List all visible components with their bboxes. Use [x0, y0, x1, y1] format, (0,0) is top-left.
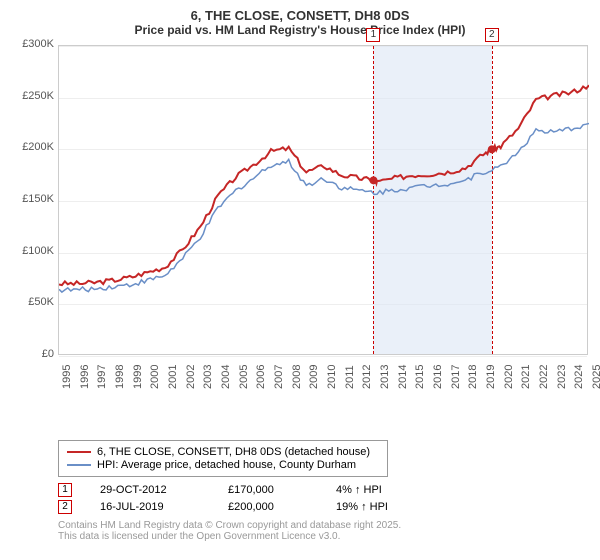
- x-axis-label: 2022: [538, 365, 549, 389]
- sale-point: [488, 145, 496, 153]
- price-value: £170,000: [228, 484, 308, 496]
- legend-label: 6, THE CLOSE, CONSETT, DH8 0DS (detached…: [97, 446, 370, 458]
- x-axis-label: 1999: [132, 365, 143, 389]
- x-axis-label: 2020: [503, 365, 514, 389]
- x-axis-label: 1996: [79, 365, 90, 389]
- marker-box: 2: [485, 28, 499, 42]
- x-axis-label: 2006: [255, 365, 266, 389]
- price-marker: 2: [58, 500, 72, 514]
- x-axis-label: 2023: [556, 365, 567, 389]
- x-axis-label: 2001: [167, 365, 178, 389]
- y-axis-label: £200K: [12, 141, 54, 153]
- x-axis-label: 2016: [432, 365, 443, 389]
- price-date: 29-OCT-2012: [100, 484, 200, 496]
- x-axis-label: 2024: [573, 365, 584, 389]
- gridline: [59, 356, 587, 357]
- x-axis-label: 2014: [397, 365, 408, 389]
- x-axis-label: 2012: [361, 365, 372, 389]
- y-axis-label: £0: [12, 348, 54, 360]
- price-row: 2 16-JUL-2019 £200,000 19% ↑ HPI: [58, 500, 588, 514]
- x-axis-label: 1997: [96, 365, 107, 389]
- marker-box: 1: [366, 28, 380, 42]
- chart-subtitle: Price paid vs. HM Land Registry's House …: [12, 23, 588, 37]
- x-axis-label: 2018: [467, 365, 478, 389]
- price-value: £200,000: [228, 501, 308, 513]
- x-axis-label: 1998: [114, 365, 125, 389]
- x-axis-label: 2000: [149, 365, 160, 389]
- attribution-line1: Contains HM Land Registry data © Crown c…: [58, 520, 588, 531]
- x-axis-label: 2011: [344, 365, 355, 389]
- legend-swatch: [67, 451, 91, 453]
- price-marker: 1: [58, 483, 72, 497]
- y-axis-label: £100K: [12, 245, 54, 257]
- legend-item: HPI: Average price, detached house, Coun…: [67, 459, 379, 471]
- legend-item: 6, THE CLOSE, CONSETT, DH8 0DS (detached…: [67, 446, 379, 458]
- line-chart-svg: [59, 46, 589, 356]
- y-axis-label: £150K: [12, 193, 54, 205]
- x-axis-label: 2017: [450, 365, 461, 389]
- x-axis-label: 2007: [273, 365, 284, 389]
- sale-point: [369, 176, 377, 184]
- x-axis-label: 2009: [308, 365, 319, 389]
- price-hpi-diff: 4% ↑ HPI: [336, 484, 382, 496]
- chart-area: 12 £0£50K£100K£150K£200K£250K£300K 19951…: [12, 45, 588, 395]
- x-axis-label: 2019: [485, 365, 496, 389]
- legend: 6, THE CLOSE, CONSETT, DH8 0DS (detached…: [58, 440, 388, 477]
- attribution: Contains HM Land Registry data © Crown c…: [58, 520, 588, 542]
- series-property: [59, 85, 589, 285]
- x-axis-label: 2004: [220, 365, 231, 389]
- x-axis-label: 2002: [185, 365, 196, 389]
- chart-title: 6, THE CLOSE, CONSETT, DH8 0DS: [12, 8, 588, 23]
- x-axis-label: 2008: [291, 365, 302, 389]
- x-axis-label: 2003: [202, 365, 213, 389]
- y-axis-label: £250K: [12, 90, 54, 102]
- price-row: 1 29-OCT-2012 £170,000 4% ↑ HPI: [58, 483, 588, 497]
- y-axis-label: £300K: [12, 38, 54, 50]
- y-axis-label: £50K: [12, 296, 54, 308]
- x-axis-label: 2010: [326, 365, 337, 389]
- x-axis-label: 2015: [414, 365, 425, 389]
- x-axis-label: 2025: [591, 365, 600, 389]
- price-date: 16-JUL-2019: [100, 501, 200, 513]
- x-axis-label: 2005: [238, 365, 249, 389]
- price-hpi-diff: 19% ↑ HPI: [336, 501, 388, 513]
- legend-swatch: [67, 464, 91, 466]
- x-axis-label: 2021: [520, 365, 531, 389]
- x-axis-label: 1995: [61, 365, 72, 389]
- attribution-line2: This data is licensed under the Open Gov…: [58, 531, 588, 542]
- plot-region: 12: [58, 45, 588, 355]
- price-table: 1 29-OCT-2012 £170,000 4% ↑ HPI 2 16-JUL-2019…: [58, 483, 588, 514]
- x-axis-label: 2013: [379, 365, 390, 389]
- legend-label: HPI: Average price, detached house, Coun…: [97, 459, 356, 471]
- series-hpi: [59, 124, 589, 293]
